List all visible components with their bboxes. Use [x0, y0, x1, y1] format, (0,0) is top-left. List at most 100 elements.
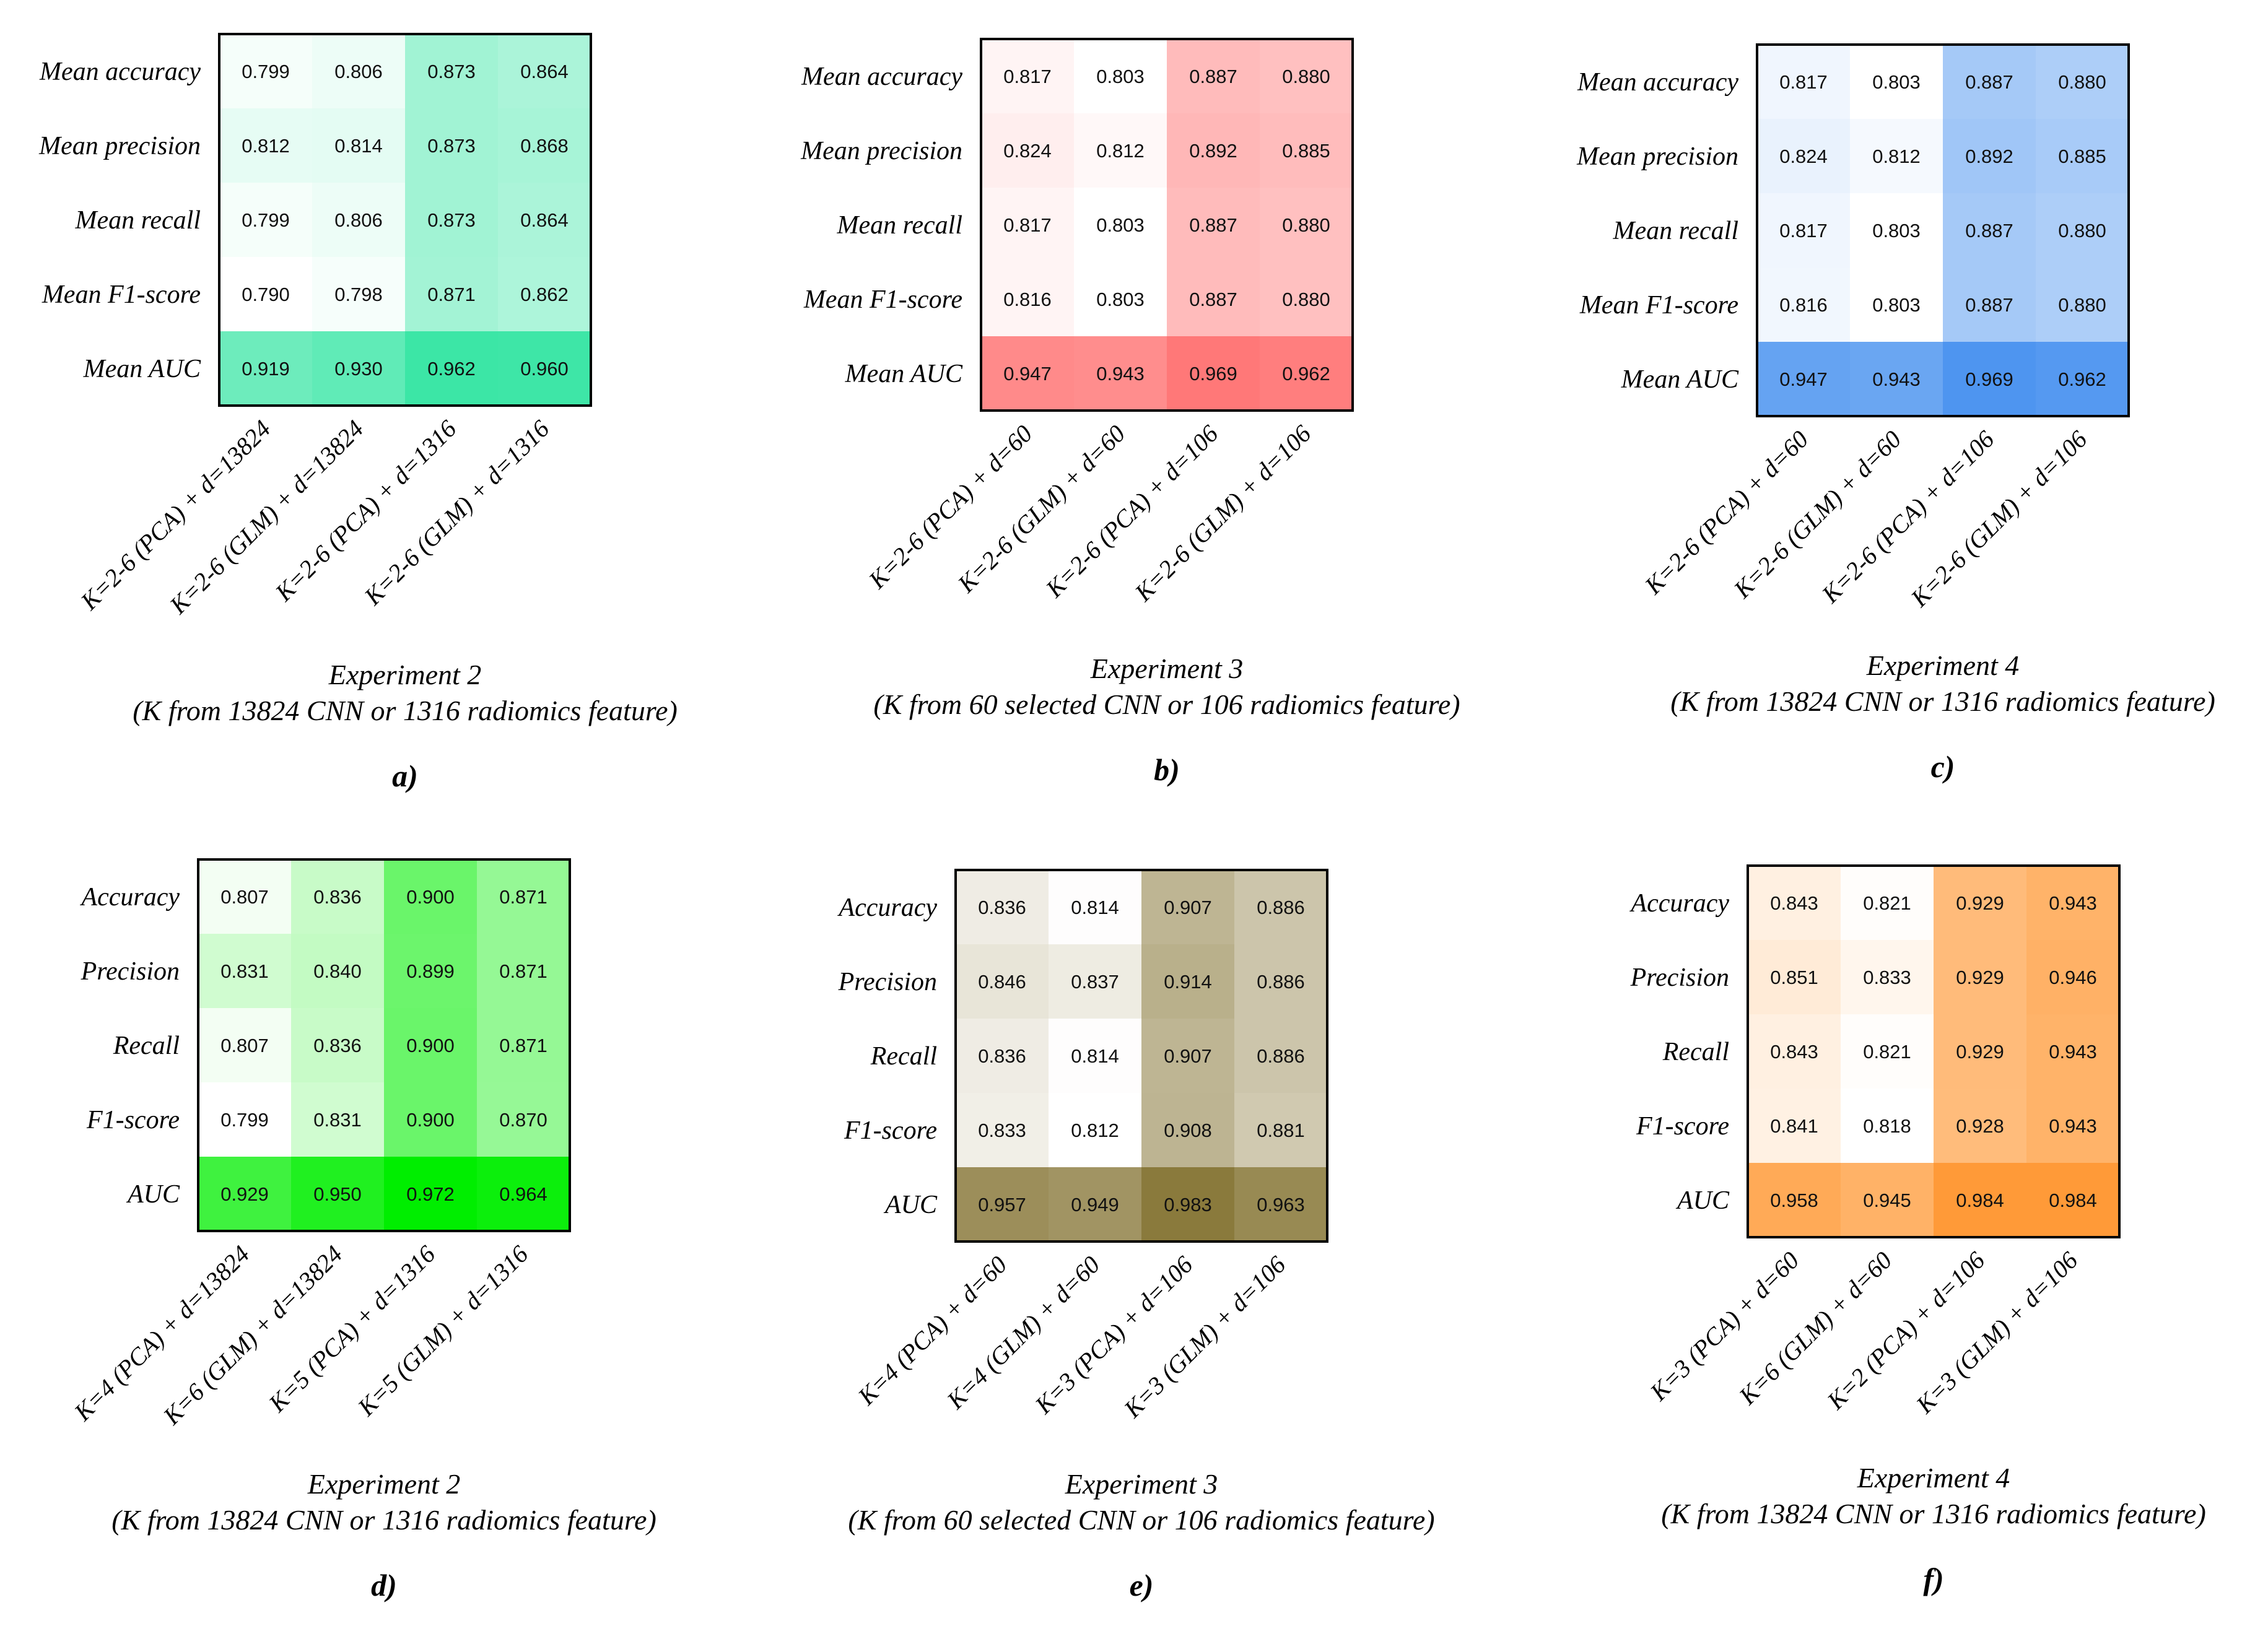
cell-value-label: 0.868: [520, 135, 569, 157]
cell-value-label: 0.864: [520, 209, 569, 231]
cell-value-label: 0.843: [1770, 892, 1818, 914]
row-label: Mean precision: [38, 132, 201, 160]
heatmap-cell: [291, 934, 384, 1008]
heatmap-cell: [1850, 45, 1943, 119]
heatmap-cell: [2036, 45, 2129, 119]
heatmap-cell: [1934, 1014, 2026, 1089]
heatmap-cell: [291, 1157, 384, 1231]
row-label: AUC: [126, 1180, 180, 1209]
cell-value-label: 0.947: [1003, 363, 1052, 385]
heatmap-cell: [1943, 193, 2036, 267]
heatmap-cell: [1049, 944, 1141, 1019]
heatmap-cell: [2036, 193, 2129, 267]
heatmap-panel-5: 0.836 0.814 0.907 0.886 0.846 0.837 0.914 0.886…: [837, 869, 1435, 1603]
cell-value-label: 0.900: [406, 886, 455, 908]
row-label: Recall: [113, 1032, 180, 1060]
heatmap-cell: [1943, 119, 2036, 193]
cell-value-label: 0.887: [1965, 220, 2013, 241]
heatmap-cell: [219, 108, 312, 183]
cell-value-label: 0.957: [978, 1194, 1026, 1216]
heatmap-cell: [1850, 193, 1943, 267]
cell-value-label: 0.887: [1189, 66, 1237, 87]
cell-value-label: 0.880: [1282, 289, 1330, 310]
heatmap-cell: [291, 1008, 384, 1082]
heatmap-cell: [981, 188, 1074, 262]
cell-value-label: 0.900: [406, 1109, 455, 1131]
heatmap-cell: [498, 331, 591, 406]
row-label: Accuracy: [837, 894, 937, 922]
cell-value-label: 0.803: [1872, 71, 1921, 93]
cell-value-label: 0.803: [1872, 294, 1921, 316]
heatmap-cell: [477, 1082, 570, 1157]
cell-value-label: 0.943: [2049, 892, 2097, 914]
row-label: Mean precision: [1576, 142, 1738, 171]
column-label: K=3 (PCA) + d=106: [1029, 1251, 1198, 1420]
cell-value-label: 0.946: [2049, 967, 2097, 988]
cell-value-label: 0.833: [978, 1120, 1026, 1141]
cell-value-label: 0.871: [499, 1035, 547, 1056]
row-label: Mean F1-score: [41, 281, 201, 309]
column-label: K=2-6 (PCA) + d=106: [1816, 425, 1999, 609]
heatmap-cell: [1934, 1089, 2026, 1163]
panel-title: Experiment 3: [1065, 1468, 1218, 1500]
heatmap-cell: [312, 183, 405, 257]
column-label: K=2-6 (PCA) + d=60: [863, 420, 1037, 594]
column-label: K=6 (GLM) + d=60: [1733, 1246, 1897, 1411]
panel-title: Experiment 4: [1857, 1462, 2010, 1494]
cell-value-label: 0.885: [1282, 140, 1330, 162]
heatmap-cell: [2026, 1163, 2119, 1237]
column-label: K=2-6 (GLM) + d=60: [952, 420, 1131, 599]
heatmap-cell: [1260, 188, 1353, 262]
heatmap-cell: [1934, 866, 2026, 940]
cell-value-label: 0.807: [220, 886, 269, 908]
cell-value-label: 0.892: [1189, 140, 1237, 162]
heatmap-cell: [1748, 940, 1841, 1014]
cell-value-label: 0.885: [2058, 146, 2106, 167]
heatmap-cell: [981, 39, 1074, 113]
cell-value-label: 0.818: [1863, 1115, 1911, 1137]
heatmap-border: [954, 869, 1328, 1243]
cell-value-label: 0.919: [242, 358, 290, 380]
cell-value-label: 0.886: [1257, 1045, 1305, 1067]
row-label: AUC: [1675, 1186, 1730, 1215]
heatmap-cell: [477, 859, 570, 934]
cell-value-label: 0.887: [1189, 214, 1237, 236]
panel-subtitle: (K from 60 selected CNN or 106 radiomics…: [848, 1504, 1434, 1536]
heatmap-cell: [1748, 1163, 1841, 1237]
cell-value-label: 0.871: [499, 886, 547, 908]
heatmap-cell: [1141, 1093, 1234, 1167]
cell-value-label: 0.870: [499, 1109, 547, 1131]
heatmap-cell: [312, 34, 405, 108]
column-label: K=2-6 (GLM) + d=106: [1129, 420, 1317, 607]
cell-value-label: 0.851: [1770, 967, 1818, 988]
heatmap-cell: [405, 108, 498, 183]
heatmap-cell: [1850, 267, 1943, 342]
heatmap-cell: [1049, 1167, 1141, 1242]
heatmap-cell: [219, 257, 312, 331]
cell-value-label: 0.873: [427, 135, 476, 157]
cell-value-label: 0.929: [1956, 967, 2004, 988]
cell-value-label: 0.929: [220, 1183, 269, 1205]
cell-value-label: 0.928: [1956, 1115, 2004, 1137]
panel-letter: b): [1154, 752, 1180, 787]
cell-value-label: 0.817: [1779, 220, 1828, 241]
column-label: K=2-6 (PCA) + d=106: [1040, 420, 1223, 603]
cell-value-label: 0.836: [978, 1045, 1026, 1067]
row-label: Recall: [870, 1042, 937, 1071]
cell-value-label: 0.880: [1282, 66, 1330, 87]
column-label: K=2-6 (GLM) + d=60: [1728, 425, 1907, 604]
cell-value-label: 0.817: [1003, 66, 1052, 87]
panel-title: Experiment 2: [307, 1468, 461, 1500]
heatmap-cell: [312, 257, 405, 331]
cell-value-label: 0.814: [1071, 897, 1119, 918]
cell-value-label: 0.907: [1164, 897, 1212, 918]
cell-value-label: 0.908: [1164, 1120, 1212, 1141]
cell-value-label: 0.824: [1003, 140, 1052, 162]
cell-value-label: 0.816: [1003, 289, 1052, 310]
cell-value-label: 0.798: [334, 284, 383, 305]
row-label: Precision: [838, 968, 937, 996]
heatmap-cell: [1049, 1019, 1141, 1093]
panel-title: Experiment 3: [1090, 653, 1244, 684]
heatmap-cell: [384, 859, 477, 934]
heatmap-cell: [1234, 944, 1327, 1019]
